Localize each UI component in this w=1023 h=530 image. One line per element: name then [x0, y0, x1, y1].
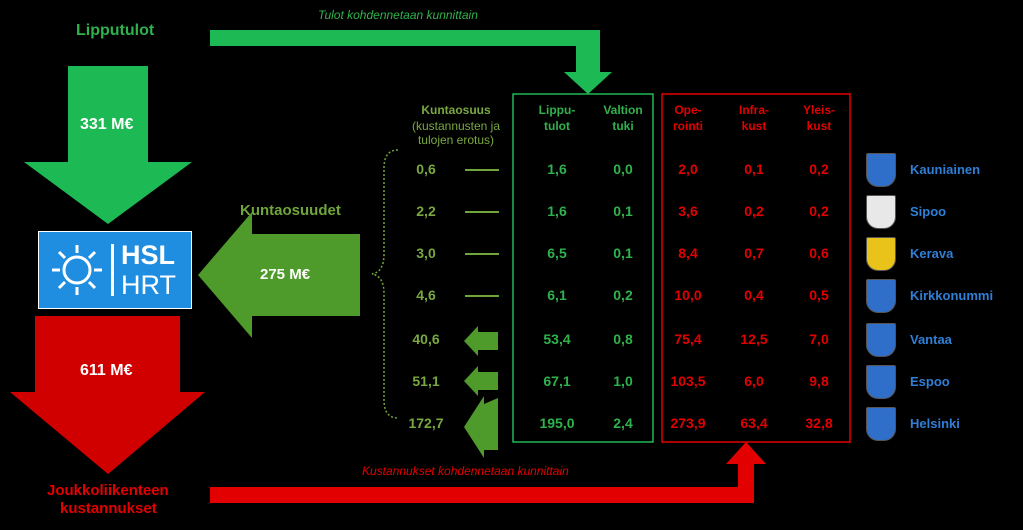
infra-value: 0,2	[744, 203, 764, 219]
header-yleis-2: kust	[806, 119, 832, 133]
kuntaosuudet-amount: 275 M€	[260, 266, 311, 283]
valtion-value: 2,4	[613, 415, 633, 431]
row-dash	[465, 295, 499, 297]
bottom-arrow-text: Kustannukset kohdennetaan kunnittain	[362, 464, 569, 478]
revenue-box	[512, 93, 654, 443]
costs-title-line1: Joukkoliikenteen	[47, 482, 169, 499]
valtion-value: 0,0	[613, 161, 633, 177]
yleis-value: 7,0	[809, 331, 829, 347]
hsl-logo-line1: HSL	[121, 240, 175, 270]
row-arrow-espoo	[464, 366, 498, 396]
cost-box	[661, 93, 851, 443]
hsl-sun-icon	[52, 245, 102, 295]
municipality-crest-icon	[866, 407, 896, 441]
header-kuntaosuus-sub2: tulojen erotus)	[417, 133, 495, 147]
infra-value: 0,7	[744, 245, 764, 261]
valtion-value: 0,1	[613, 203, 633, 219]
municipality-name: Kerava	[910, 246, 954, 261]
lipputulot-value: 6,5	[547, 245, 567, 261]
costs-arrow	[10, 316, 205, 474]
municipality-crest-icon	[866, 153, 896, 187]
lipputulot-value: 6,1	[547, 287, 567, 303]
municipality-name: Sipoo	[910, 204, 947, 219]
kuntaosuus-value: 51,1	[412, 373, 440, 389]
kuntaosuudet-title: Kuntaosuudet	[240, 202, 341, 219]
top-arrow-text: Tulot kohdennetaan kunnittain	[318, 8, 478, 22]
municipality-name: Kirkkonummi	[910, 288, 994, 303]
valtion-value: 0,1	[613, 245, 633, 261]
header-lipputulot-1: Lippu-	[538, 103, 576, 117]
yleis-value: 32,8	[805, 415, 833, 431]
operointi-value: 103,5	[670, 373, 706, 389]
header-valtion-1: Valtion	[603, 103, 643, 117]
header-infra-1: Infra-	[739, 103, 769, 117]
yleis-value: 9,8	[809, 373, 829, 389]
municipality-name: Helsinki	[910, 416, 960, 431]
operointi-value: 8,4	[678, 245, 698, 261]
kuntaosuus-value: 4,6	[416, 287, 436, 303]
header-operointi-2: rointi	[673, 119, 703, 133]
row-dash	[465, 169, 499, 171]
yleis-value: 0,2	[809, 203, 829, 219]
kuntaosuudet-arrow	[198, 212, 360, 338]
bottom-connector-arrow	[210, 442, 766, 503]
municipality-name: Vantaa	[910, 332, 952, 347]
header-infra-2: kust	[741, 119, 767, 133]
lipputulot-value: 67,1	[543, 373, 571, 389]
municipality-name: Espoo	[910, 374, 950, 389]
header-valtion-2: tuki	[612, 119, 634, 133]
kuntaosuus-value: 40,6	[412, 331, 440, 347]
municipality-name: Kauniainen	[910, 162, 981, 177]
municipality-crest-icon	[866, 279, 896, 313]
kuntaosuus-value: 172,7	[408, 415, 444, 431]
row-dash	[465, 253, 499, 255]
kuntaosuus-value: 0,6	[416, 161, 436, 177]
header-yleis-1: Yleis-	[802, 103, 835, 117]
lipputulot-value: 1,6	[547, 161, 567, 177]
header-kuntaosuus-sub1: (kustannusten ja	[411, 119, 501, 133]
infra-value: 0,4	[744, 287, 764, 303]
header-kuntaosuus: Kuntaosuus	[421, 103, 491, 117]
costs-amount: 611 M€	[80, 362, 133, 379]
municipality-crest-icon	[866, 323, 896, 357]
municipality-crest-icon	[866, 237, 896, 271]
municipality-crest-icon	[866, 365, 896, 399]
costs-title-line2: kustannukset	[60, 500, 157, 517]
row-arrow-vantaa	[464, 326, 498, 356]
infra-value: 12,5	[740, 331, 768, 347]
operointi-value: 75,4	[674, 331, 702, 347]
valtion-value: 0,8	[613, 331, 633, 347]
lipputulot-title: Lipputulot	[76, 22, 155, 39]
infra-value: 63,4	[740, 415, 768, 431]
row-dash	[465, 211, 499, 213]
lipputulot-value: 53,4	[543, 331, 571, 347]
valtion-value: 0,2	[613, 287, 633, 303]
operointi-value: 3,6	[678, 203, 698, 219]
lipputulot-arrow	[24, 66, 192, 224]
hsl-logo: HSL HRT	[38, 231, 192, 309]
lipputulot-amount: 331 M€	[80, 116, 134, 133]
infra-value: 6,0	[744, 373, 764, 389]
header-operointi-1: Ope-	[674, 103, 702, 117]
top-connector-arrow	[210, 30, 612, 94]
kuntaosuus-value: 2,2	[416, 203, 436, 219]
municipality-crest-icon	[866, 195, 896, 229]
row-arrow-helsinki	[464, 396, 498, 458]
lipputulot-value: 195,0	[539, 415, 575, 431]
operointi-value: 2,0	[678, 161, 698, 177]
lipputulot-value: 1,6	[547, 203, 567, 219]
valtion-value: 1,0	[613, 373, 633, 389]
yleis-value: 0,2	[809, 161, 829, 177]
operointi-value: 10,0	[674, 287, 702, 303]
kuntaosuus-value: 3,0	[416, 245, 436, 261]
hsl-logo-line2: HRT	[121, 270, 177, 300]
brace	[371, 149, 399, 419]
infra-value: 0,1	[744, 161, 764, 177]
yleis-value: 0,5	[809, 287, 829, 303]
header-lipputulot-2: tulot	[544, 119, 570, 133]
operointi-value: 273,9	[670, 415, 706, 431]
yleis-value: 0,6	[809, 245, 829, 261]
